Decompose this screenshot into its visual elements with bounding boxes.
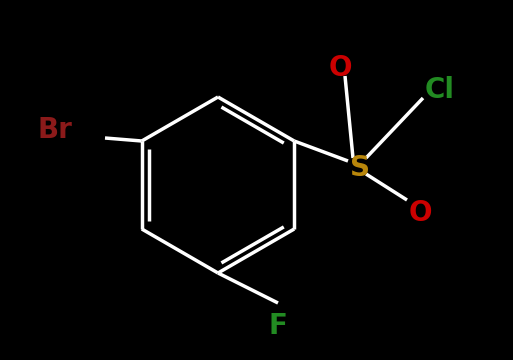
Text: S: S <box>350 154 370 182</box>
Text: Cl: Cl <box>425 76 455 104</box>
Text: O: O <box>408 199 432 227</box>
Text: Br: Br <box>37 116 72 144</box>
Text: O: O <box>328 54 352 82</box>
Text: F: F <box>269 312 287 340</box>
